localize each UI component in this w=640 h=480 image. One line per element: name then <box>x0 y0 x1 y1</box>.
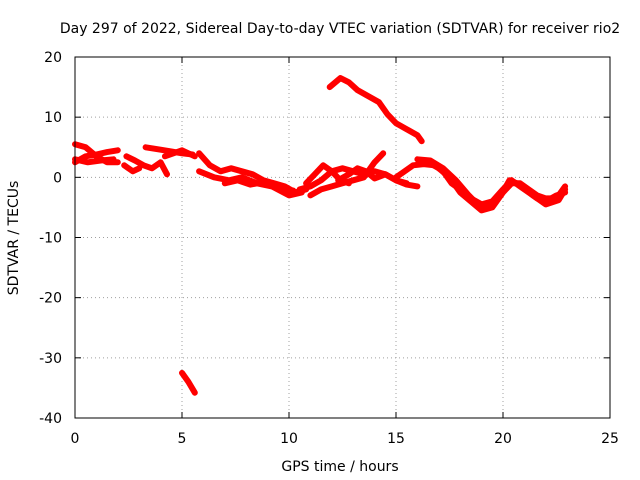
y-tick-label: 0 <box>53 170 62 186</box>
data-series <box>72 75 569 396</box>
sdtvar-trace <box>221 177 297 194</box>
x-axis-label: GPS time / hours <box>281 459 398 475</box>
y-tick-label: -40 <box>39 411 62 427</box>
x-tick-label: 15 <box>387 431 405 447</box>
x-tick-label: 25 <box>601 431 619 447</box>
plot-frame <box>74 56 611 419</box>
x-tick-label: 20 <box>494 431 512 447</box>
sdtvar-trace <box>196 168 305 199</box>
y-tick-label: -10 <box>39 231 62 247</box>
y-axis-label: SDTVAR / TECUs <box>6 181 22 296</box>
sdtvar-trace <box>161 147 198 160</box>
y-tick-label: -20 <box>39 291 62 307</box>
x-tick-label: 5 <box>178 431 187 447</box>
sdtvar-trace <box>326 75 425 145</box>
sdtvar-trace <box>72 156 117 166</box>
sdtvar-trace <box>335 165 421 190</box>
y-tick-label: 20 <box>44 50 62 66</box>
chart-title: Day 297 of 2022, Sidereal Day-to-day VTE… <box>60 21 620 37</box>
x-tick-label: 0 <box>71 431 80 447</box>
sdtvar-trace <box>123 153 170 178</box>
axis-ticks: 0 5 10 15 20 25 -40 -30 -20 -10 0 10 20 <box>39 50 619 447</box>
y-tick-label: -30 <box>39 351 62 367</box>
sdtvar-trace <box>121 162 143 175</box>
sdtvar-trace <box>179 369 198 396</box>
sdtvar-trace <box>307 150 387 199</box>
grid-lines <box>75 57 610 418</box>
sdtvar-trace <box>414 156 569 210</box>
x-tick-label: 10 <box>280 431 298 447</box>
y-tick-label: 10 <box>44 110 62 126</box>
